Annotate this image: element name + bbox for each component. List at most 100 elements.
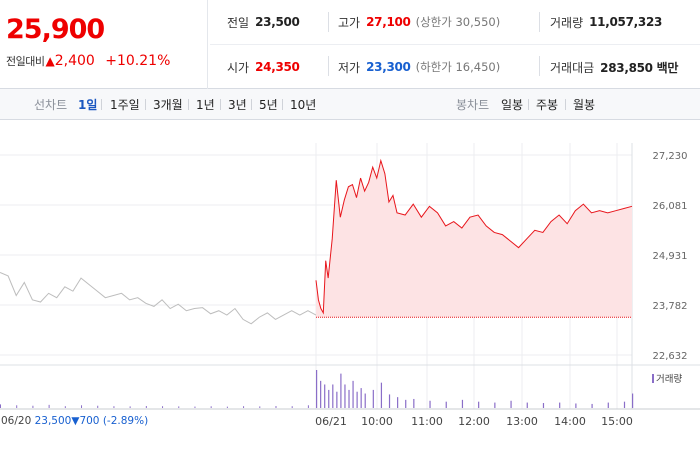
tab-period-1d[interactable]: 1일 (78, 98, 98, 112)
current-price: 25,900 (6, 14, 105, 45)
stats-col-divider (539, 56, 540, 76)
stat-value: 283,850 백만 (600, 60, 679, 75)
stat-label: 거래량 (550, 15, 584, 30)
prev-day-line (0, 271, 317, 325)
volume-bar (145, 406, 147, 408)
tab-period-3m[interactable]: 3개월 (153, 98, 183, 112)
y-tick-label: 24,931 (653, 251, 688, 262)
volume-bar (340, 373, 342, 408)
volume-bar (324, 384, 326, 408)
stat-value: 24,350 (255, 60, 300, 74)
stat-label: 시가 (227, 60, 250, 75)
quote-summary: 25,900 전일대비▲2,400 +10.21% 전일 23,500 고가 2… (0, 0, 700, 89)
price-chart[interactable]: 27,230 26,081 24,931 23,782 22,632 06/21 10:00… (0, 121, 700, 450)
x-tick-label: 15:00 (601, 415, 633, 428)
prev-price: 23,500 (34, 415, 72, 427)
y-tick-label: 23,782 (653, 301, 688, 312)
volume-bar (307, 405, 309, 408)
line-chart-label: 선차트 (34, 98, 68, 112)
volume-bar (194, 406, 196, 408)
prev-date: 06/20 (1, 415, 32, 427)
volume-bar (388, 394, 391, 408)
tab-candle-daily[interactable]: 일봉 (501, 98, 524, 112)
x-tick-label: 10:00 (361, 415, 393, 428)
tab-candle-monthly[interactable]: 월봉 (573, 98, 596, 112)
tab-divider (220, 99, 221, 110)
volume-bar (81, 405, 83, 408)
stat-prev-close: 전일 23,500 (227, 0, 300, 44)
volume-bar (48, 404, 50, 408)
stat-low: 저가 23,300 (하한가 16,450) (338, 45, 500, 89)
price-change-row: 전일대비▲2,400 +10.21% (6, 53, 170, 69)
volume-bar (542, 403, 545, 408)
volume-bar (623, 401, 626, 408)
stat-open: 시가 24,350 (227, 45, 300, 89)
chart-tab-bar: 선차트 1일 1주일 3개월 1년 3년 5년 10년 봉차트 일봉 주봉 월봉 (0, 89, 700, 120)
volume-bar (344, 384, 346, 408)
volume-bar (559, 402, 561, 408)
volume-bar (413, 398, 415, 408)
tab-divider (101, 99, 102, 110)
volume-bar (320, 380, 322, 408)
stat-value: 23,500 (255, 15, 300, 29)
tab-candle-weekly[interactable]: 주봉 (536, 98, 559, 112)
stat-label: 거래대금 (550, 60, 595, 75)
volume-bar (405, 399, 407, 408)
volume-bar (352, 380, 354, 408)
volume-bar (575, 403, 577, 408)
stat-label: 고가 (338, 15, 361, 30)
candle-chart-label: 봉차트 (456, 98, 490, 112)
stats-row-divider (210, 44, 700, 45)
volume-bar (259, 406, 261, 408)
volume-bar (591, 403, 593, 408)
stat-volume: 거래량 11,057,323 (550, 0, 662, 44)
chart-canvas: 27,230 26,081 24,931 23,782 22,632 06/21 10:00… (0, 143, 700, 428)
tab-period-10y[interactable]: 10년 (290, 98, 317, 112)
volume-bar (360, 388, 362, 408)
tab-divider (145, 99, 146, 110)
volume-bar (397, 397, 399, 408)
volume-bar (210, 406, 212, 408)
stat-value: 23,300 (366, 60, 411, 74)
prev-day-info: 06/20 23,500▼700 (-2.89%) (1, 415, 148, 427)
volume-bar (243, 406, 245, 408)
volume-bar (526, 402, 528, 408)
volume-bar (32, 405, 34, 408)
stats-col-divider (328, 12, 329, 32)
volume-bar (445, 401, 447, 408)
volume-bar (97, 405, 99, 408)
volume-bar (275, 406, 277, 408)
volume-bar (328, 389, 330, 408)
stat-sub: (상한가 30,550) (415, 15, 501, 29)
volume-bar (461, 399, 464, 408)
tab-divider (188, 99, 189, 110)
volume-bar (356, 391, 358, 408)
volume-bar (632, 393, 634, 408)
stat-sub: (하한가 16,450) (415, 60, 501, 74)
volume-bar (332, 384, 334, 408)
volume-bar (364, 393, 366, 408)
volume-bar (478, 401, 480, 408)
tab-divider (528, 99, 529, 110)
price-box: 25,900 전일대비▲2,400 +10.21% (0, 0, 208, 89)
volume-bar (113, 406, 115, 408)
volume-bar (64, 406, 66, 408)
prev-change: 700 (79, 415, 100, 427)
volume-bar (336, 391, 338, 408)
x-tick-label: 11:00 (411, 415, 443, 428)
x-tick-label: 14:00 (554, 415, 586, 428)
stats-grid: 전일 23,500 고가 27,100 (상한가 30,550) 거래량 11,… (210, 0, 700, 89)
x-tick-label: 12:00 (458, 415, 490, 428)
volume-bar (226, 406, 228, 408)
stats-col-divider (539, 12, 540, 32)
volume-bar (316, 370, 318, 408)
tab-period-1y[interactable]: 1년 (196, 98, 215, 112)
y-tick-label: 26,081 (653, 201, 688, 212)
tab-period-1w[interactable]: 1주일 (110, 98, 140, 112)
current-day-line (315, 158, 633, 315)
volume-legend-label: 거래량 (656, 374, 683, 385)
tab-period-3y[interactable]: 3년 (228, 98, 247, 112)
tab-period-5y[interactable]: 5년 (259, 98, 278, 112)
tab-divider (251, 99, 252, 110)
x-tick-label: 06/21 (315, 415, 347, 428)
